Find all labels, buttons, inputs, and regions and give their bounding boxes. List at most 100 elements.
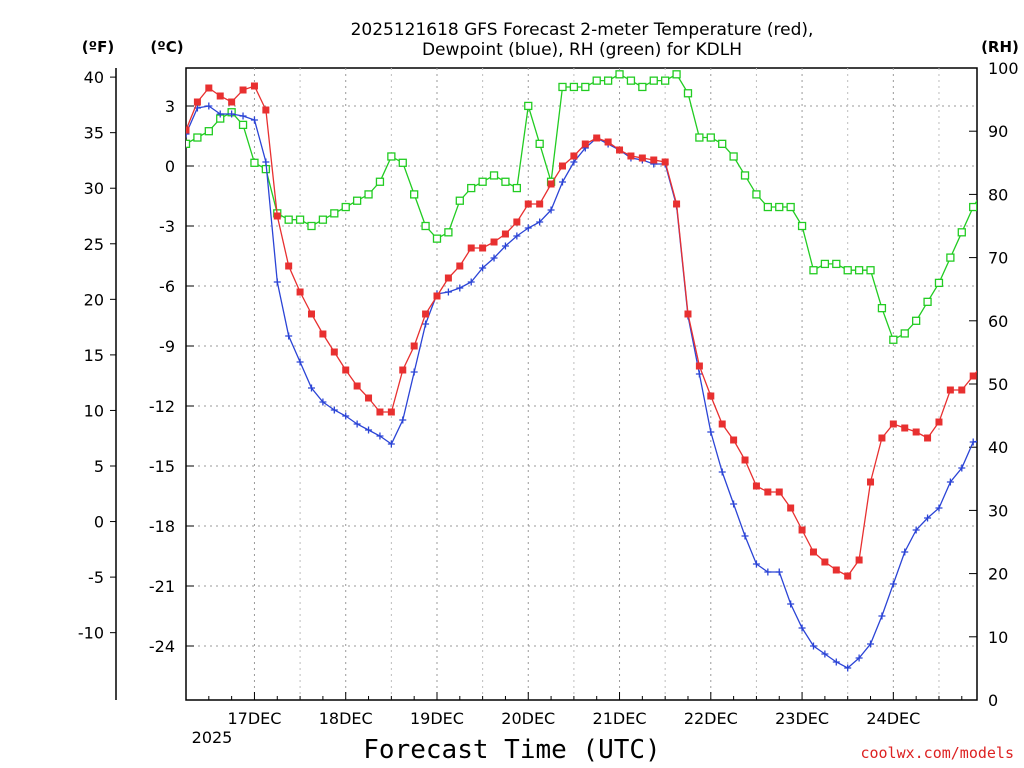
dewpoint-point [273,278,281,286]
rh-point [649,76,658,85]
dewpoint-point [912,526,920,534]
rh-point [0,128,7,135]
x-tick-label: 19DEC [410,709,464,728]
rh-tick-label: 50 [988,375,1008,394]
dewpoint-point [695,370,703,378]
rh-point [592,76,601,85]
dewpoint-point [718,468,726,476]
rh-point [729,152,738,161]
dewpoint-point [456,284,464,292]
rh-point [535,139,544,148]
x-axis-label: Forecast Time (UTC) [363,735,660,765]
dewpoint-point [513,232,521,240]
temperature-point [718,420,726,428]
rh-point [0,191,7,198]
rh-point [238,120,248,130]
temperature-point [695,362,703,370]
dewpoint-point [855,654,863,662]
temperature-point [684,310,692,318]
temperature-point [296,288,304,296]
dewpoint-point [730,500,738,508]
temperature-point [616,146,624,154]
temperature-point [330,348,338,356]
series-layer [0,70,1022,672]
rh-point [478,177,487,186]
temperature-point [673,200,681,208]
rh-point [352,196,362,205]
dewpoint-point [319,398,327,406]
chart-title-line1: 2025121618 GFS Forecast 2-meter Temperat… [351,20,814,40]
dewpoint-point [353,420,361,428]
rh-point [0,96,7,103]
rh-point [0,159,7,166]
temperature-point [0,247,7,254]
rh-point [204,127,213,136]
x-tick-label: 22DEC [684,709,738,728]
dewpoint-point [536,218,544,226]
temperature-point [365,394,373,402]
x-tick-labels: 17DEC 18DEC 19DEC 20DEC 21DEC 22DEC 23DEC 24DEC [227,709,920,728]
rh-point [672,70,681,79]
temperature-point [901,424,909,432]
temperature-point [809,548,817,556]
rh-point [877,304,887,313]
dewpoint-point [1015,405,1022,412]
dewpoint-point [935,504,943,512]
temperature-point [0,433,7,440]
rh-point [501,177,510,186]
rh-point [809,266,818,275]
temperature-point [501,230,509,238]
rh-point [683,89,693,98]
rh-point [318,215,328,224]
rh-point [661,76,670,85]
temperature-point [319,330,327,338]
temperature-point [490,238,498,246]
temperature-point [638,154,646,162]
temperature-point [0,235,7,242]
rh-tick-label: 20 [988,565,1008,584]
temperature-point [867,478,875,486]
dewpoint-point [993,427,1000,434]
rh-tick-label: 90 [988,122,1008,141]
dewpoint-point [832,658,840,666]
rh-point [706,133,715,142]
temperature-point [741,456,749,464]
temperature-point [0,255,7,262]
temperature-point [0,295,7,302]
dewpoint-point [330,406,338,414]
temperature-point [889,420,897,428]
temperature-point [707,392,715,400]
temperature-point [558,162,566,170]
dewpoint-point [878,612,886,620]
dewpoint-point [752,560,760,568]
dewpoint-point [570,158,578,166]
x-year-label: 2025 [192,728,233,747]
rh-point [387,152,396,161]
celsius-tick-label: -21 [149,577,175,596]
dewpoint-point [1004,417,1011,424]
rh-tick-label: 10 [988,628,1008,647]
rh-point [558,82,567,92]
grid-layer [186,68,977,700]
dewpoint-point [969,438,977,446]
celsius-tick-label: 0 [165,157,175,176]
rh-point [695,133,704,142]
dewpoint-point [924,514,932,522]
dewpoint-point [787,600,795,608]
rh-tick-label: 30 [988,501,1008,520]
rh-point [524,101,533,111]
dewpoint-point [501,242,509,250]
x-tick-label: 18DEC [319,709,373,728]
dewpoint-point [707,428,715,436]
dewpoint-point [186,130,190,138]
dewpoint-point [558,178,566,186]
rh-point [0,96,7,103]
rh-point [797,221,807,231]
rh-point [934,278,944,288]
temperature-point [376,408,384,416]
fahrenheit-tick-label: 10 [84,401,104,420]
temperature-point [752,482,760,490]
rh-point [615,70,624,79]
series-line [186,105,977,669]
temperature-point [993,345,1000,352]
